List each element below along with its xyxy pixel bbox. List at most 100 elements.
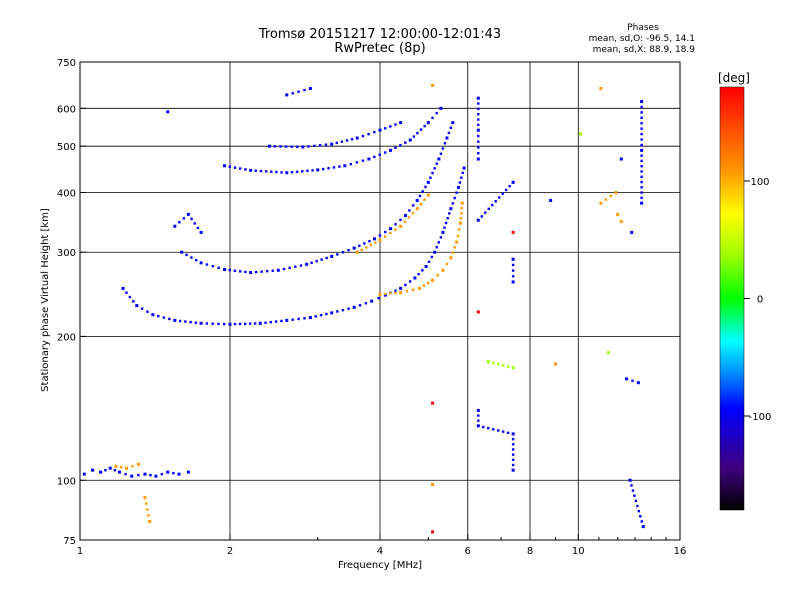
data-point <box>419 128 423 131</box>
data-point <box>477 102 480 105</box>
y-axis-label: Stationary phase Virtual Height [km] <box>40 208 51 392</box>
data-point <box>426 121 430 125</box>
data-point <box>630 230 634 234</box>
y-tick-label: 75 <box>63 536 76 547</box>
x-axis-label: Frequency [MHz] <box>338 560 422 571</box>
data-point <box>394 123 397 126</box>
data-point <box>506 431 510 434</box>
data-point <box>445 136 449 140</box>
data-point <box>321 167 325 171</box>
y-tick-label: 300 <box>57 248 76 259</box>
data-point <box>146 508 149 511</box>
data-point <box>578 132 582 136</box>
data-point <box>205 263 209 266</box>
data-point <box>368 239 371 243</box>
data-point <box>125 466 129 470</box>
data-point <box>439 152 443 155</box>
data-point <box>355 136 359 140</box>
phase-stats-x: mean, sd,X: 88.9, 18.9 <box>593 45 696 55</box>
data-point <box>411 211 415 215</box>
data-point <box>269 320 273 324</box>
data-point <box>185 253 188 257</box>
data-point <box>416 131 419 135</box>
data-point <box>435 246 438 249</box>
data-point <box>149 473 152 477</box>
data-point <box>439 236 443 239</box>
data-point <box>343 164 347 168</box>
data-point <box>640 191 643 194</box>
data-point <box>238 270 242 273</box>
data-point <box>431 530 435 534</box>
data-point <box>549 198 553 202</box>
data-point <box>91 468 95 472</box>
data-point <box>419 202 423 206</box>
data-point <box>389 227 393 231</box>
data-point <box>160 472 164 476</box>
data-point <box>451 202 454 205</box>
data-point <box>285 318 289 322</box>
data-point <box>447 131 451 135</box>
data-point <box>640 175 643 178</box>
data-point <box>194 321 198 324</box>
data-point <box>249 168 253 172</box>
data-point <box>384 230 387 234</box>
data-point <box>284 145 288 148</box>
data-point <box>308 87 312 91</box>
data-point <box>404 283 407 287</box>
data-point <box>476 424 480 428</box>
data-point <box>429 176 432 179</box>
data-point <box>599 201 603 205</box>
data-point <box>199 230 203 234</box>
data-point <box>327 167 330 170</box>
data-point <box>378 238 382 242</box>
data-point <box>441 268 445 272</box>
data-point <box>492 428 495 431</box>
data-point <box>166 470 170 474</box>
data-point <box>233 269 237 272</box>
data-point <box>297 317 300 321</box>
colorbar-tick-label: 0 <box>757 295 763 306</box>
data-point <box>168 317 171 321</box>
data-point <box>173 318 177 322</box>
data-point <box>443 226 446 229</box>
data-point <box>296 145 299 149</box>
data-point <box>640 154 643 157</box>
data-point <box>136 462 140 466</box>
data-point <box>217 266 220 270</box>
data-point <box>364 302 368 305</box>
data-point <box>352 246 356 250</box>
data-point <box>199 321 203 325</box>
data-point <box>266 269 269 273</box>
data-point <box>511 468 515 472</box>
data-point <box>640 105 643 109</box>
data-point <box>99 470 103 474</box>
data-point <box>258 321 262 325</box>
x-tick-label: 8 <box>527 546 533 557</box>
data-point <box>340 140 344 143</box>
data-point <box>486 360 490 364</box>
data-point <box>427 281 430 285</box>
data-point <box>238 167 242 170</box>
data-point <box>619 157 623 161</box>
data-point <box>399 224 403 228</box>
data-point <box>477 414 480 417</box>
data-point <box>504 188 508 192</box>
data-point <box>433 250 437 254</box>
data-point <box>336 310 339 313</box>
data-point <box>492 361 495 365</box>
data-point <box>361 159 365 162</box>
data-point <box>497 429 500 432</box>
data-point <box>347 248 350 252</box>
data-point <box>423 198 426 201</box>
data-point <box>264 321 267 324</box>
data-point <box>443 142 447 145</box>
y-tick-label: 750 <box>57 58 76 69</box>
data-point <box>445 262 449 266</box>
data-point <box>383 151 387 154</box>
data-point <box>318 144 322 147</box>
data-point <box>599 87 603 91</box>
data-point <box>444 221 448 225</box>
colorbar <box>719 86 745 511</box>
data-point <box>355 161 359 164</box>
data-point <box>365 246 368 249</box>
